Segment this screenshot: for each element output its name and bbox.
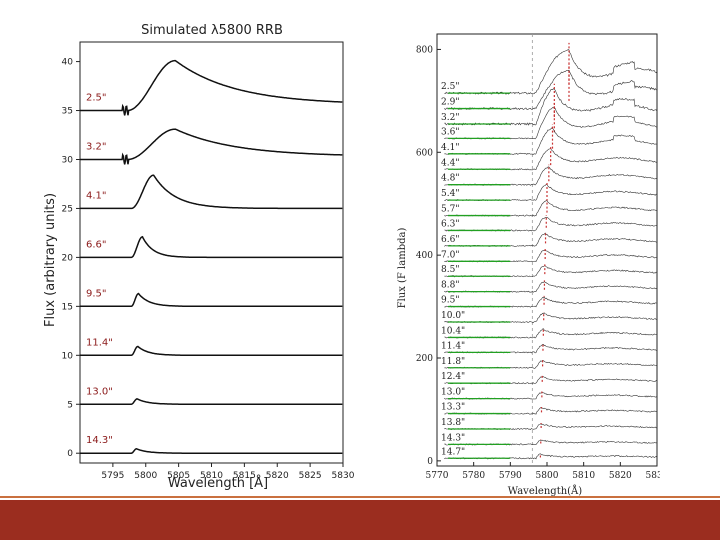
spectrum-line (444, 183, 658, 202)
spectrum-line (444, 106, 658, 140)
y-tick-label: 30 (62, 155, 74, 165)
x-tick-label: 5800 (536, 471, 559, 481)
series-line (80, 398, 343, 406)
y-tick-label: 400 (416, 251, 433, 261)
series-label: 3.2" (441, 113, 459, 123)
y-tick-label: 800 (416, 45, 433, 55)
y-axis-label: Flux (arbitrary units) (43, 193, 58, 327)
series-label: 5.4" (441, 189, 459, 199)
x-tick-label: 5815 (233, 471, 256, 481)
spectrum-line (444, 88, 658, 126)
series-label: 8.5" (441, 265, 459, 275)
spectrum-line (444, 328, 658, 339)
series-label: 13.0" (86, 386, 113, 397)
spectrum-line (444, 232, 658, 247)
x-tick-label: 5780 (462, 471, 485, 481)
simulated-spectra-chart: Simulated λ5800 RRB 5795 5800 5805 5810 5815… (43, 23, 355, 491)
series-label: 3.6" (441, 127, 459, 137)
chart-title: Simulated λ5800 RRB (141, 23, 283, 38)
series-label: 13.8" (441, 418, 465, 428)
y-tick-label: 0 (427, 457, 433, 467)
series-label: 11.4" (86, 337, 113, 348)
x-tick-label: 5810 (572, 471, 595, 481)
x-tick-label: 5830 (646, 471, 660, 481)
footer-bar (0, 500, 720, 540)
plot-frame (436, 33, 658, 467)
x-axis-label: Wavelength(Å) (508, 485, 582, 497)
y-tick-label: 600 (416, 148, 433, 158)
series-line (80, 128, 343, 165)
series-label: 3.2" (86, 141, 107, 152)
series-label: 8.8" (441, 281, 459, 291)
series-label: 4.1" (86, 190, 107, 201)
plot-area: 5770 5780 5790 5800 5810 5820 5830 0 200 400 600 80… (416, 33, 660, 481)
x-tick-label: 5810 (200, 471, 223, 481)
y-axis-label: Flux (F lambda) (397, 228, 408, 309)
plot-frame (79, 41, 344, 464)
series-label: 4.1" (441, 143, 459, 153)
spectrum-line (444, 296, 658, 308)
spectrum-line (444, 127, 658, 155)
y-tick-label: 40 (62, 58, 74, 68)
spectrum-line (444, 249, 658, 263)
x-tick-label: 5770 (426, 471, 449, 481)
series-label: 6.6" (86, 239, 107, 250)
series-label: 12.4" (441, 372, 465, 382)
y-tick-label: 15 (62, 302, 73, 312)
x-tick-label: 5830 (332, 471, 355, 481)
series-label: 14.3" (86, 435, 113, 446)
spectrum-line (444, 49, 658, 95)
spectrum-line (444, 265, 658, 278)
spectrum-line (444, 200, 658, 217)
x-tick-label: 5805 (167, 471, 190, 481)
x-tick-label: 5825 (299, 471, 322, 481)
x-tick-label: 5790 (499, 471, 522, 481)
spectrum-line (444, 312, 658, 324)
series-label: 4.8" (441, 174, 459, 184)
series-label: 9.5" (86, 288, 107, 299)
y-tick-label: 25 (62, 204, 73, 214)
x-tick-label: 5795 (101, 471, 124, 481)
series-label: 11.8" (441, 357, 465, 367)
series-label: 13.0" (441, 388, 465, 398)
y-tick-label: 10 (62, 351, 74, 361)
series-label: 6.3" (441, 219, 459, 229)
series-label: 10.0" (441, 311, 465, 321)
y-tick-label: 0 (67, 449, 73, 459)
series-label: 14.3" (441, 433, 465, 443)
y-tick-label: 35 (62, 107, 73, 117)
spectrum-line (444, 216, 658, 232)
observed-spectra-chart: 5770 5780 5790 5800 5810 5820 5830 0 200 400 600 80… (397, 33, 660, 497)
series-label: 5.7" (441, 205, 459, 215)
y-tick-label: 200 (416, 354, 433, 364)
footer-accent-line (0, 496, 720, 498)
series-label: 11.4" (441, 341, 465, 351)
spectrum-line (444, 281, 658, 293)
series-label: 9.5" (441, 296, 459, 306)
series-label: 2.9" (441, 98, 459, 108)
plot-area: 5795 5800 5805 5810 5815 5820 5825 5830 0 5 10 15 20… (62, 41, 355, 481)
y-tick-label: 5 (67, 400, 73, 410)
series-label: 10.4" (441, 326, 465, 336)
series-line (80, 235, 343, 259)
series-line (80, 174, 343, 210)
x-axis-label: Wavelength [Å] (168, 475, 268, 491)
series-label: 6.6" (441, 235, 459, 245)
y-tick-label: 20 (62, 253, 74, 263)
series-label: 2.5" (86, 93, 107, 104)
x-tick-label: 5800 (134, 471, 157, 481)
series-line (80, 447, 343, 454)
series-label: 4.4" (441, 158, 459, 168)
series-label: 13.3" (441, 403, 465, 413)
x-tick-label: 5820 (609, 471, 632, 481)
series-label: 7.0" (441, 250, 459, 260)
x-tick-label: 5820 (266, 471, 289, 481)
series-line (80, 292, 343, 308)
series-line (80, 59, 343, 116)
series-line (80, 345, 343, 357)
series-label: 2.5" (441, 82, 459, 92)
series-label: 14.7" (441, 447, 465, 457)
